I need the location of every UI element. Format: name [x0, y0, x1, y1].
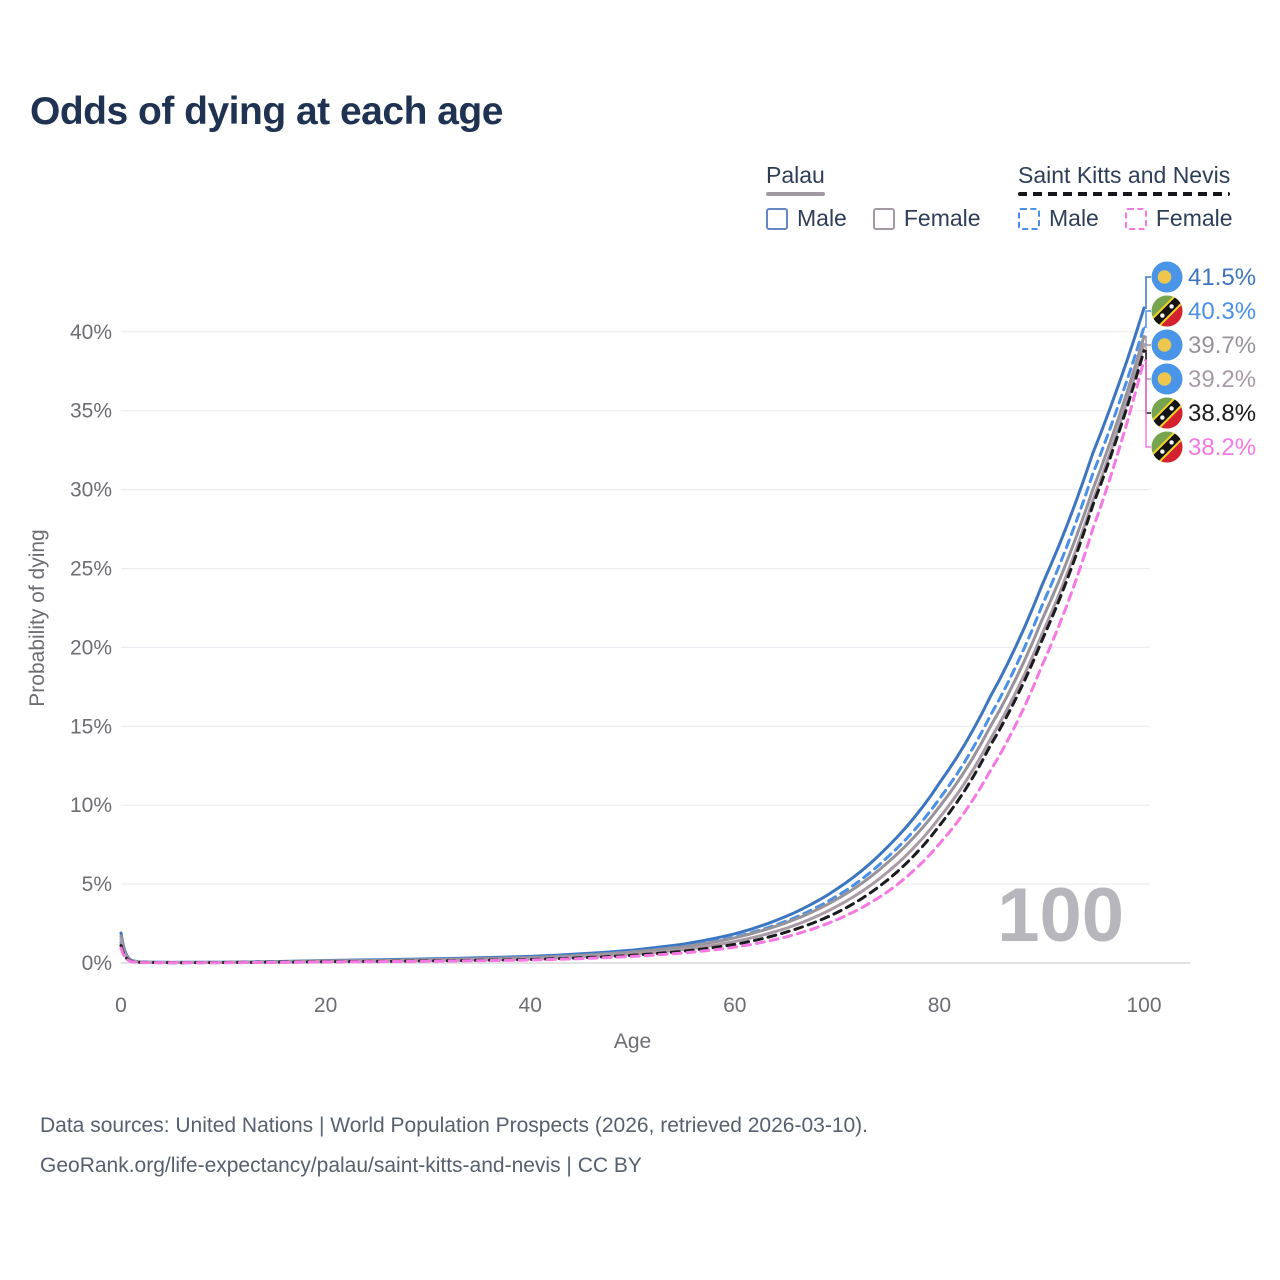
palau-female-label: Female — [903, 205, 981, 231]
end-label-connector — [1144, 276, 1151, 309]
flag-palau-icon — [1151, 329, 1183, 361]
skn-male-label: Male — [1049, 205, 1099, 231]
skn-female-label: Female — [1155, 205, 1233, 231]
y-tick-label-35: 35% — [70, 400, 112, 423]
series-line-palau-female[interactable] — [119, 342, 1146, 964]
legend-group-palau: Palau Male Female — [766, 162, 981, 232]
page-title: Odds of dying at each age — [30, 90, 503, 133]
palau-all-line-swatch — [766, 192, 825, 196]
legend-country-palau[interactable]: Palau — [766, 162, 825, 196]
y-tick-label-20: 20% — [70, 636, 112, 659]
end-label-value-skn-female: 38.2% — [1188, 434, 1256, 461]
end-label-value-palau-female: 39.2% — [1188, 366, 1256, 393]
x-tick-label-80: 80 — [928, 994, 951, 1017]
data-sources-line: Data sources: United Nations | World Pop… — [40, 1114, 869, 1137]
end-label-skn-female: 38.2% — [1144, 359, 1256, 461]
x-tick-label-0: 0 — [115, 994, 127, 1017]
skn-all-line-swatch — [1018, 192, 1231, 196]
flag-palau-icon — [1151, 363, 1183, 395]
y-tick-label-30: 30% — [70, 479, 112, 502]
series-line-skn-all[interactable] — [119, 349, 1146, 965]
series-line-skn-female[interactable] — [119, 358, 1146, 965]
palau-female-swatch — [872, 207, 895, 230]
legend-group-saint-kitts-and-nevis: Saint Kitts and Nevis Male Female — [1018, 162, 1233, 232]
x-tick-label-60: 60 — [723, 994, 746, 1017]
x-tick-label-20: 20 — [314, 994, 337, 1017]
source-url-line: GeoRank.org/life-expectancy/palau/saint-… — [40, 1154, 642, 1177]
flag-skn-icon — [1151, 397, 1183, 429]
end-label-palau-male: 41.5% — [1144, 264, 1256, 309]
flag-skn-icon — [1151, 431, 1183, 463]
series-line-palau-all[interactable] — [119, 335, 1146, 964]
skn-male-swatch — [1018, 207, 1040, 230]
series-line-skn-male[interactable] — [119, 325, 1146, 964]
hovered-age-watermark: 100 — [997, 873, 1124, 958]
legend-item-palau-male[interactable]: Male — [766, 205, 847, 232]
end-label-connector — [1144, 359, 1151, 448]
legend-country-palau-label: Palau — [766, 162, 825, 188]
y-tick-label-5: 5% — [82, 873, 112, 896]
y-axis-title: Probability of dying — [26, 529, 49, 706]
y-tick-label-0: 0% — [82, 952, 112, 975]
end-label-value-palau-all: 39.7% — [1188, 332, 1256, 359]
end-label-connector — [1144, 335, 1151, 346]
palau-male-label: Male — [797, 205, 847, 231]
y-tick-label-40: 40% — [70, 321, 112, 344]
legend-item-skn-male[interactable]: Male — [1018, 205, 1099, 232]
legend-country-skn[interactable]: Saint Kitts and Nevis — [1018, 162, 1231, 196]
skn-female-swatch — [1124, 207, 1147, 230]
x-axis-title: Age — [614, 1030, 651, 1053]
x-tick-label-100: 100 — [1126, 994, 1161, 1017]
flag-palau-icon — [1151, 261, 1183, 293]
end-label-value-palau-male: 41.5% — [1188, 264, 1256, 291]
y-tick-label-10: 10% — [70, 794, 112, 817]
palau-male-swatch — [766, 207, 788, 230]
y-tick-label-15: 15% — [70, 715, 112, 738]
flag-skn-icon — [1151, 295, 1183, 327]
y-tick-label-25: 25% — [70, 558, 112, 581]
series-line-palau-male[interactable] — [119, 306, 1146, 964]
end-label-skn-all: 38.8% — [1144, 349, 1256, 427]
legend-country-skn-label: Saint Kitts and Nevis — [1018, 162, 1231, 188]
end-label-value-skn-male: 40.3% — [1188, 298, 1256, 325]
end-label-palau-female: 39.2% — [1144, 343, 1256, 393]
attribution: Data sources: United Nations | World Pop… — [40, 1106, 868, 1186]
end-label-connector — [1144, 310, 1151, 328]
end-label-value-skn-all: 38.8% — [1188, 400, 1256, 427]
legend-item-skn-female[interactable]: Female — [1124, 205, 1233, 232]
end-label-connector — [1144, 343, 1151, 380]
legend-item-palau-female[interactable]: Female — [872, 205, 981, 232]
end-label-palau-all: 39.7% — [1144, 332, 1256, 359]
x-tick-label-40: 40 — [519, 994, 542, 1017]
end-label-skn-male: 40.3% — [1144, 298, 1256, 328]
